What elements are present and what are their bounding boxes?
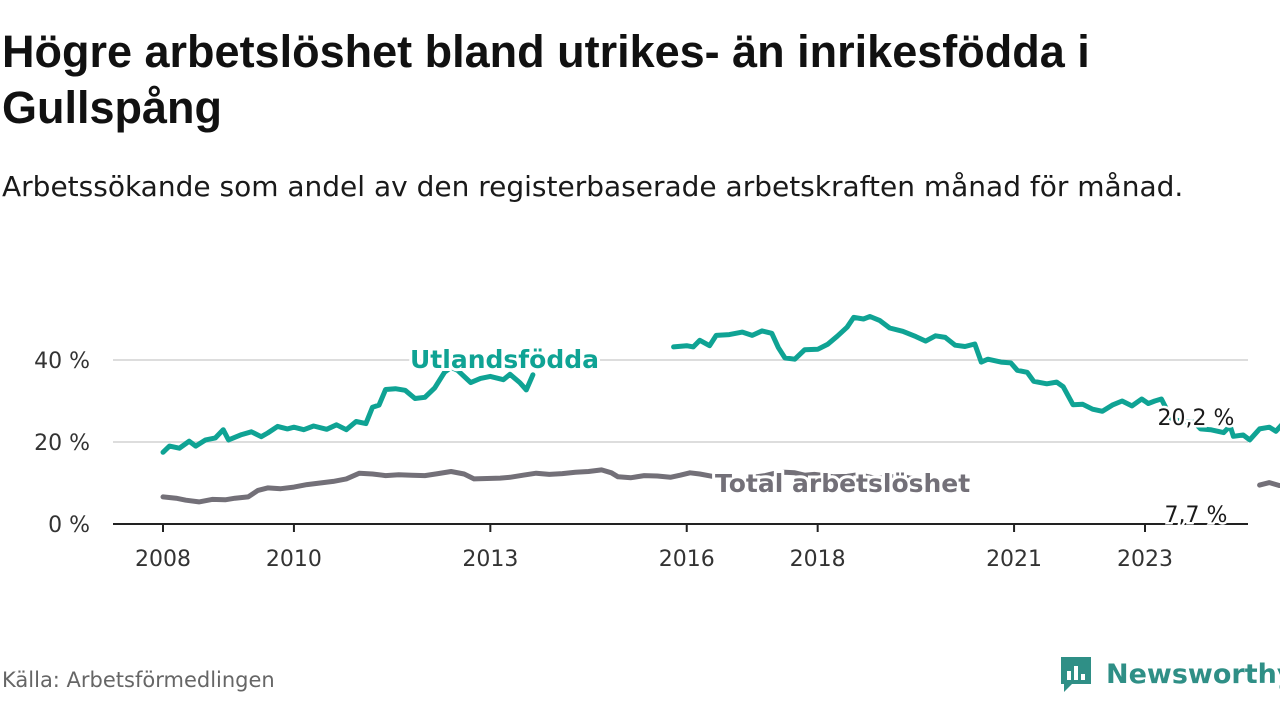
x-tick-label: 2023 <box>1117 547 1173 572</box>
x-tick-label: 2010 <box>266 547 322 572</box>
line-chart: 0 % 20 % 40 % 2008 2010 2013 2016 2018 2021 2023 U… <box>34 314 1280 572</box>
end-value-label-foreign: 20,2 % <box>1158 406 1235 431</box>
x-tick-label: 2013 <box>462 547 518 572</box>
brand-logo[interactable]: Newsworthy <box>1058 652 1280 696</box>
series-layer <box>160 314 1280 505</box>
x-tick-label: 2008 <box>135 547 191 572</box>
chart-subtitle: Arbetssökande som andel av den registerb… <box>2 170 1184 203</box>
y-tick-label: 40 % <box>34 349 90 374</box>
series-label-foreign: Utlandsfödda <box>410 345 599 374</box>
newsworthy-logo-icon <box>1061 657 1091 692</box>
x-tick-label: 2016 <box>659 547 715 572</box>
label-layer: 0 % 20 % 40 % 2008 2010 2013 2016 2018 2021 2023 U… <box>34 342 1237 572</box>
brand-name: Newsworthy <box>1106 658 1280 690</box>
chart-title: Högre arbetslöshet bland utrikes- än inr… <box>2 26 1090 133</box>
x-tick-label: 2018 <box>790 547 846 572</box>
grid-layer <box>113 359 1248 532</box>
end-value-label-total: 7,7 % <box>1165 503 1228 528</box>
y-tick-label: 20 % <box>34 431 90 456</box>
series-line-foreign <box>160 314 1280 455</box>
y-tick-label: 0 % <box>48 513 90 538</box>
series-line-total <box>160 467 1280 505</box>
series-label-total: Total arbetslöshet <box>715 469 970 498</box>
source-note: Källa: Arbetsförmedlingen <box>2 668 275 692</box>
x-tick-label: 2021 <box>986 547 1042 572</box>
